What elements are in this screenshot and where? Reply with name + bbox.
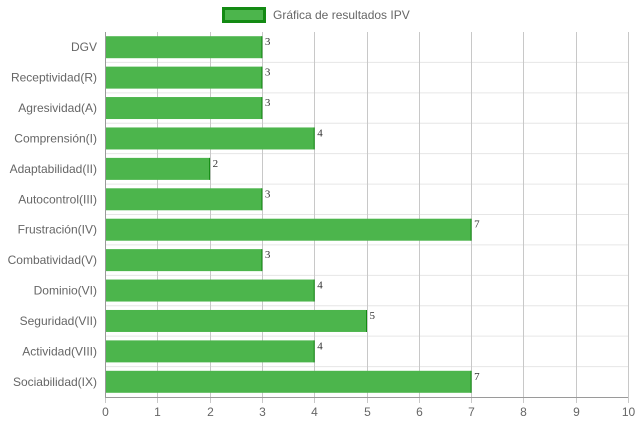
bar[interactable] [106, 36, 262, 59]
x-tick-label: 2 [207, 405, 214, 419]
x-tick-label: 8 [520, 405, 527, 419]
bar[interactable] [106, 370, 472, 393]
y-tick-label: Sociabilidad(IX) [13, 375, 97, 389]
y-tick-label: Autocontrol(III) [18, 192, 97, 206]
bar[interactable] [106, 218, 472, 241]
data-label: 2 [213, 158, 219, 170]
y-tick-label: Adaptabilidad(II) [10, 162, 97, 176]
x-tick-label: 3 [259, 405, 266, 419]
bar[interactable] [106, 309, 367, 332]
y-tick-label: Receptividad(R) [11, 71, 97, 85]
data-label: 7 [474, 371, 480, 383]
legend-label: Gráfica de resultados IPV [273, 8, 410, 22]
data-label: 3 [265, 97, 271, 109]
legend-swatch [222, 7, 266, 23]
x-tick-label: 4 [311, 405, 318, 419]
x-tick-label: 10 [622, 405, 636, 419]
y-tick-label: Combatividad(V) [8, 253, 97, 267]
bar[interactable] [106, 157, 210, 180]
y-tick-label: Frustración(IV) [18, 223, 97, 237]
y-tick-label: Seguridad(VII) [20, 314, 97, 328]
data-label: 4 [317, 280, 323, 292]
bar[interactable] [106, 249, 262, 272]
x-tick-label: 5 [364, 405, 371, 419]
data-label: 3 [265, 188, 271, 200]
data-label: 5 [370, 310, 376, 322]
bar[interactable] [106, 188, 262, 211]
data-label: 3 [265, 67, 271, 79]
data-label: 7 [474, 219, 480, 231]
y-tick-label: Comprensión(I) [14, 131, 97, 145]
bar[interactable] [106, 127, 315, 150]
bar[interactable] [106, 340, 315, 363]
bar[interactable] [106, 66, 262, 89]
y-tick-label: Agresividad(A) [18, 101, 97, 115]
data-label: 3 [265, 249, 271, 261]
x-tick-label: 9 [573, 405, 580, 419]
y-tick-label: Actividad(VIII) [22, 344, 97, 358]
x-tick-label: 1 [154, 405, 161, 419]
x-tick-label: 6 [416, 405, 423, 419]
data-label: 4 [317, 127, 323, 139]
y-tick-label: DGV [71, 40, 97, 54]
x-tick-label: 0 [102, 405, 109, 419]
y-tick-label: Dominio(VI) [34, 284, 97, 298]
bar[interactable] [106, 279, 315, 302]
data-label: 4 [317, 340, 323, 352]
bar[interactable] [106, 97, 262, 120]
chart-legend[interactable]: Gráfica de resultados IPV [222, 7, 410, 23]
x-tick-label: 7 [468, 405, 475, 419]
data-label: 3 [265, 36, 271, 48]
